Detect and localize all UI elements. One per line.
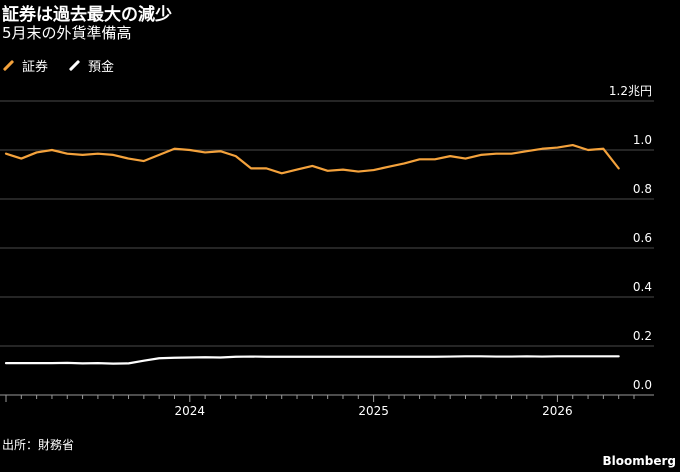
legend-label-deposits: 預金 bbox=[88, 60, 115, 75]
legend-item-deposits: 預金 bbox=[68, 56, 114, 75]
x-tick-label: 2026 bbox=[542, 404, 573, 418]
source-note: 出所：財務省 bbox=[2, 438, 75, 452]
series-line-deposits bbox=[4, 355, 620, 365]
y-tick-label: 0.8 bbox=[633, 182, 652, 196]
y-tick-label: 0.6 bbox=[633, 231, 652, 245]
bloomberg-logo: Bloomberg bbox=[602, 454, 677, 468]
legend-label-securities: 証券 bbox=[22, 60, 49, 75]
x-tick-label: 2024 bbox=[175, 404, 206, 418]
y-tick-label: 0.0 bbox=[633, 378, 652, 392]
y-tick-label: 1.0 bbox=[633, 133, 652, 147]
chart-title: 証券は過去最大の減少 bbox=[2, 5, 172, 25]
y-tick-label: 0.4 bbox=[633, 280, 652, 294]
legend-item-securities: 証券 bbox=[2, 56, 48, 75]
legend: 証券 預金 bbox=[2, 56, 134, 75]
series-line-securities bbox=[4, 144, 620, 175]
y-unit-label: 1.2兆円 bbox=[609, 84, 652, 98]
chart-subtitle: 5月末の外貨準備高 bbox=[2, 24, 132, 42]
y-tick-label: 0.2 bbox=[633, 329, 652, 343]
x-tick-label: 2025 bbox=[358, 404, 389, 418]
